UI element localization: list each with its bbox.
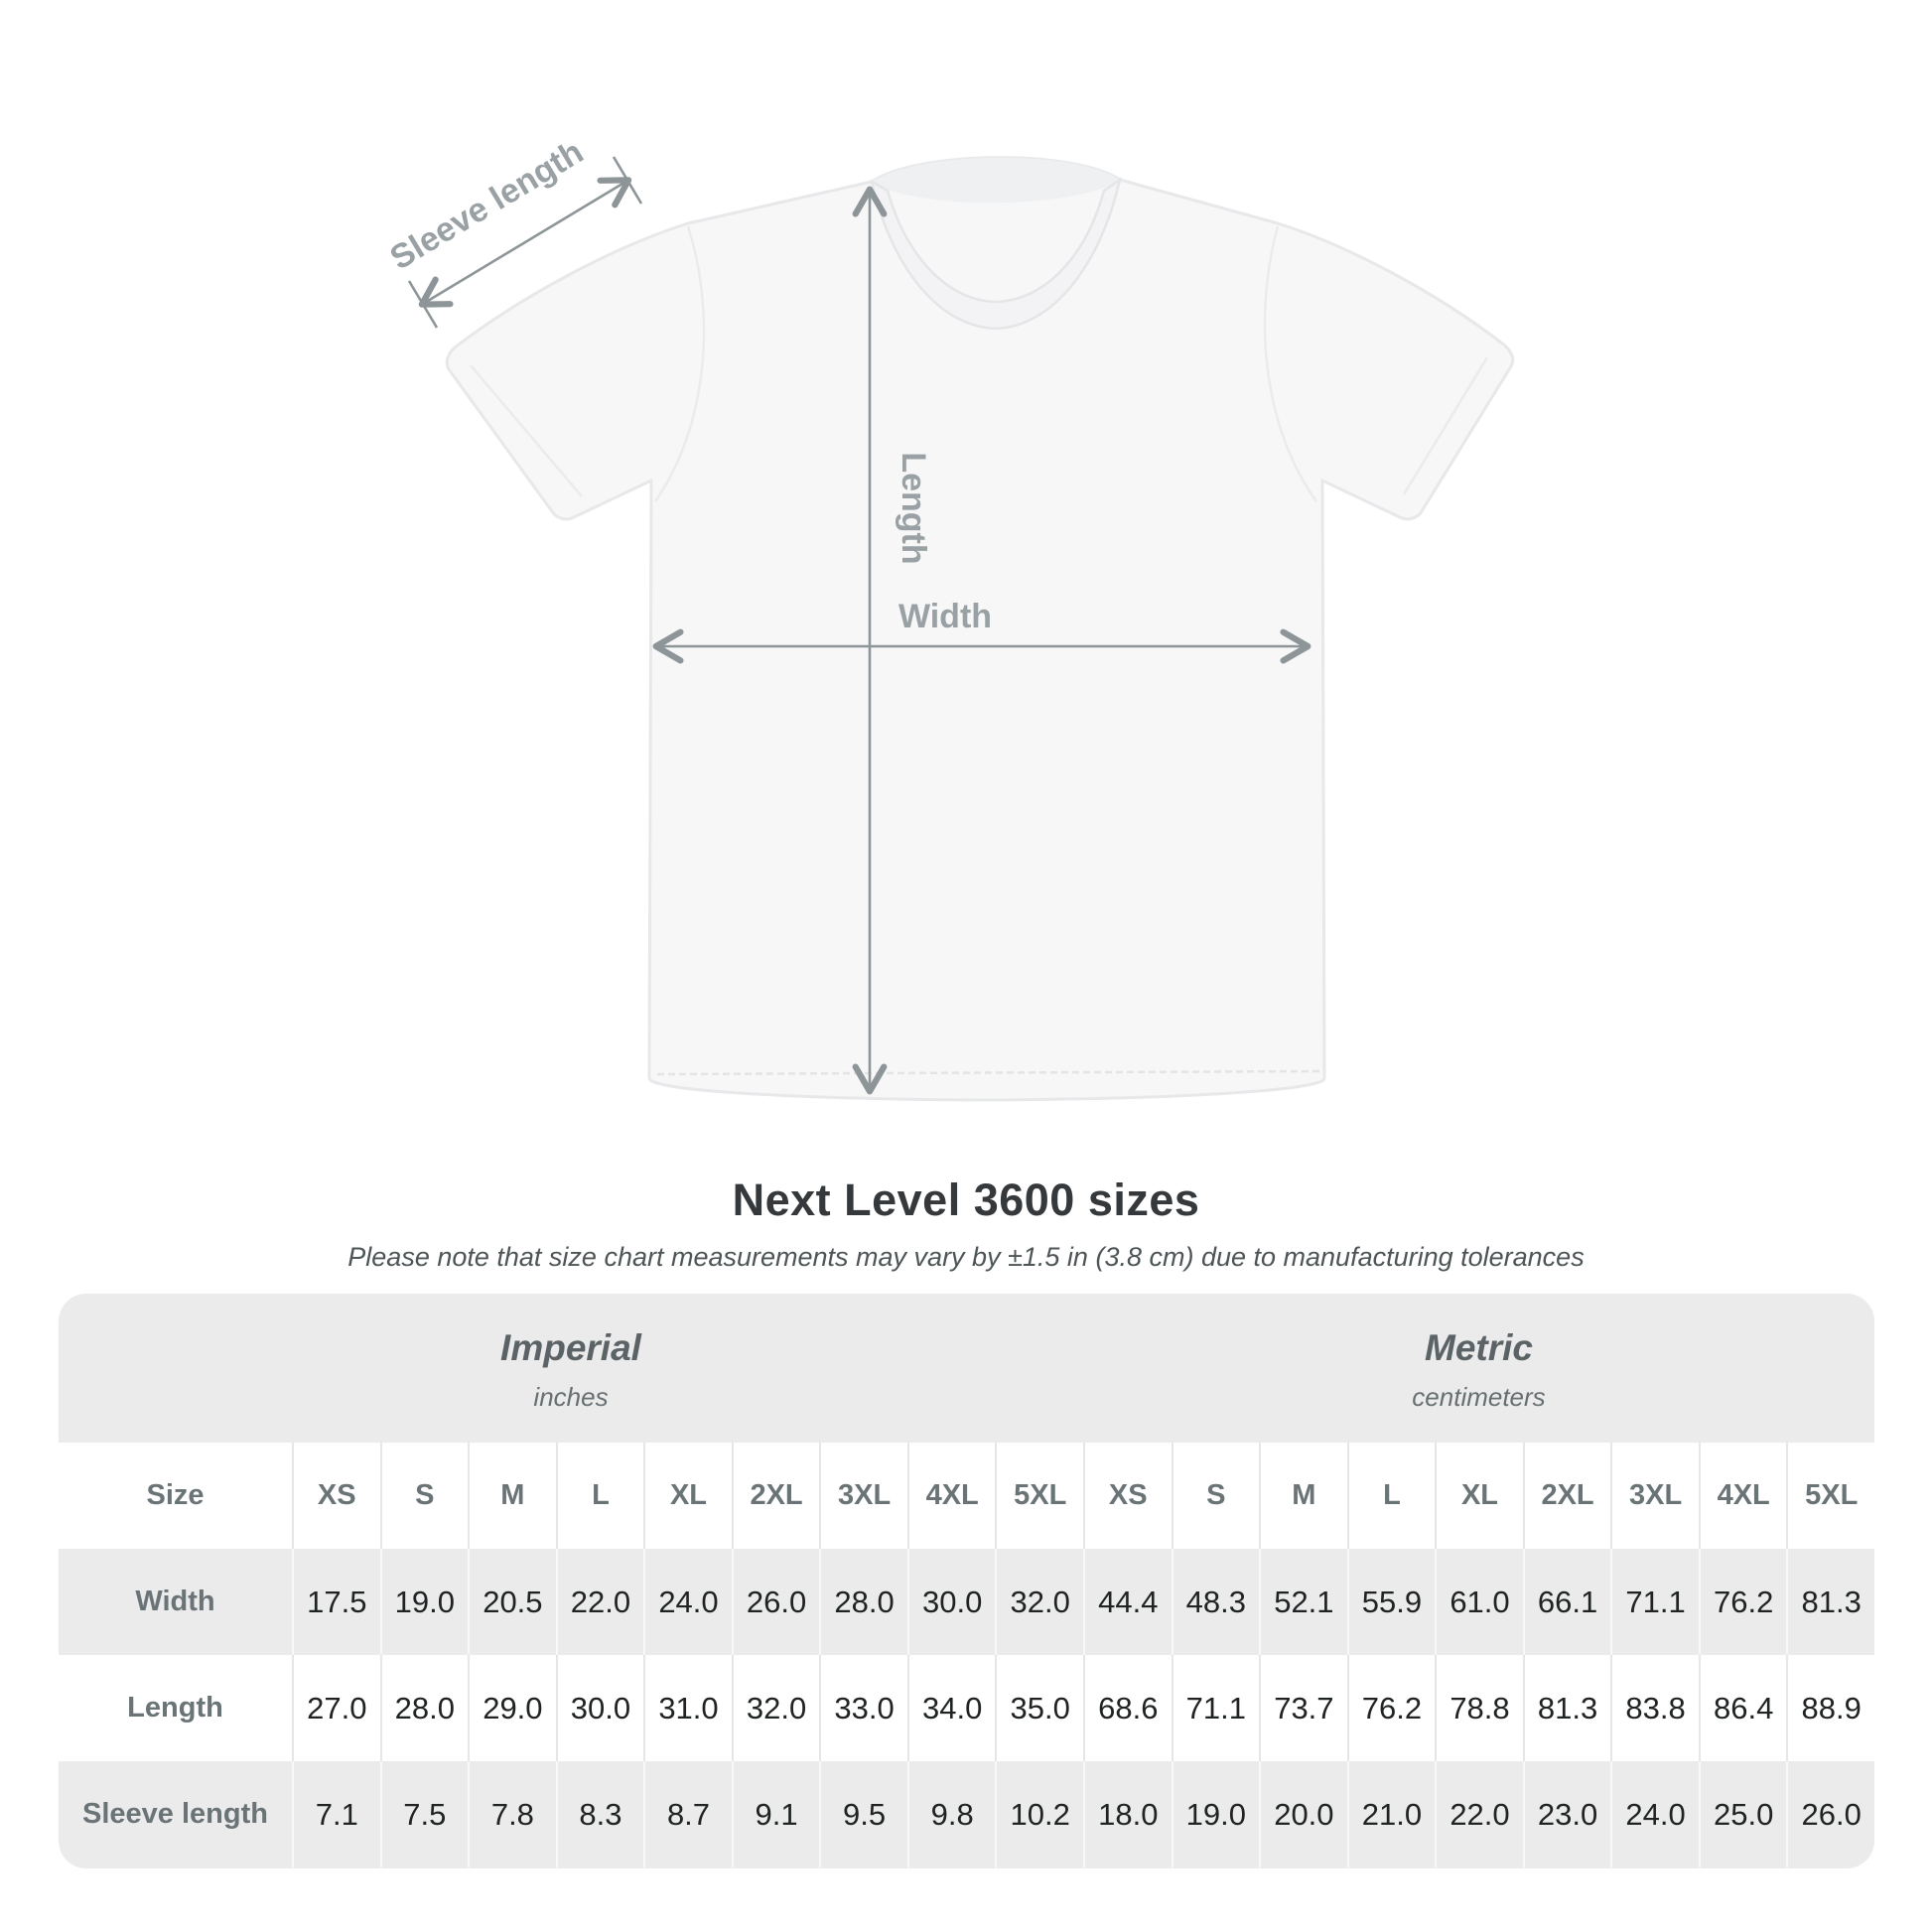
value-cell: 88.9 (1786, 1655, 1874, 1761)
size-cell: 2XL (1522, 1443, 1611, 1549)
value-cell: 18.0 (1083, 1761, 1172, 1867)
unit-section-imperial: Imperial inches (59, 1294, 1083, 1443)
row-label: Length (127, 1692, 223, 1724)
sleeve-length-row: Sleeve length 7.1 7.5 7.8 8.3 8.7 9.1 9.… (59, 1761, 1874, 1867)
width-row: Width 17.5 19.0 20.5 22.0 24.0 26.0 28.0… (59, 1549, 1874, 1655)
value-cell: 9.8 (906, 1761, 996, 1867)
value-cell: 9.5 (819, 1761, 907, 1867)
value-cell: 28.0 (819, 1549, 907, 1655)
size-cell: 3XL (1610, 1443, 1699, 1549)
value-cell: 10.2 (995, 1761, 1083, 1867)
value-cell: 7.8 (468, 1761, 556, 1867)
size-header-cell: Size (146, 1479, 205, 1511)
value-cell: 32.0 (995, 1549, 1083, 1655)
value-cell: 8.3 (555, 1761, 644, 1867)
value-cell: 71.1 (1610, 1549, 1699, 1655)
size-cell: XS (1083, 1443, 1172, 1549)
size-cell: XL (1435, 1443, 1523, 1549)
value-cell: 23.0 (1522, 1761, 1611, 1867)
value-cell: 34.0 (906, 1655, 996, 1761)
value-cell: 22.0 (1435, 1761, 1523, 1867)
value-cell: 71.1 (1171, 1655, 1260, 1761)
value-cell: 32.0 (731, 1655, 820, 1761)
value-cell: 7.5 (379, 1761, 469, 1867)
size-cell: XS (292, 1443, 380, 1549)
value-cell: 68.6 (1083, 1655, 1172, 1761)
size-cell: L (555, 1443, 644, 1549)
tshirt-graphic (445, 156, 1515, 1102)
value-cell: 76.2 (1698, 1549, 1787, 1655)
size-cell: M (1259, 1443, 1347, 1549)
value-cell: 25.0 (1698, 1761, 1787, 1867)
size-cell: 4XL (1698, 1443, 1787, 1549)
size-cell: 3XL (819, 1443, 907, 1549)
value-cell: 24.0 (643, 1549, 732, 1655)
value-cell: 48.3 (1171, 1549, 1260, 1655)
value-cell: 19.0 (379, 1549, 469, 1655)
value-cell: 9.1 (731, 1761, 820, 1867)
value-cell: 33.0 (819, 1655, 907, 1761)
value-cell: 44.4 (1083, 1549, 1172, 1655)
metric-unit: centimeters (1412, 1382, 1546, 1412)
value-cell: 19.0 (1171, 1761, 1260, 1867)
length-label: Length (895, 452, 932, 564)
value-cell: 28.0 (379, 1655, 469, 1761)
value-cell: 31.0 (643, 1655, 732, 1761)
value-cell: 24.0 (1610, 1761, 1699, 1867)
page-title: Next Level 3600 sizes (732, 1174, 1200, 1225)
value-cell: 20.0 (1259, 1761, 1347, 1867)
value-cell: 29.0 (468, 1655, 556, 1761)
value-cell: 83.8 (1610, 1655, 1699, 1761)
size-cell: XL (643, 1443, 732, 1549)
value-cell: 86.4 (1698, 1655, 1787, 1761)
value-cell: 81.3 (1522, 1655, 1611, 1761)
size-cell: 5XL (995, 1443, 1083, 1549)
value-cell: 17.5 (292, 1549, 380, 1655)
size-header-row: Size XS S M L XL 2XL 3XL 4XL 5XL XS S M … (59, 1443, 1874, 1549)
length-row: Length 27.0 28.0 29.0 30.0 31.0 32.0 33.… (59, 1655, 1874, 1761)
imperial-unit: inches (533, 1382, 609, 1412)
value-cell: 22.0 (555, 1549, 644, 1655)
sleeve-length-label: Sleeve length (384, 133, 590, 277)
value-cell: 55.9 (1346, 1549, 1436, 1655)
size-cell: 2XL (731, 1443, 820, 1549)
value-cell: 66.1 (1522, 1549, 1611, 1655)
value-cell: 21.0 (1346, 1761, 1436, 1867)
row-label: Width (135, 1586, 215, 1617)
page-subtitle: Please note that size chart measurements… (347, 1242, 1585, 1272)
value-cell: 7.1 (292, 1761, 380, 1867)
value-cell: 35.0 (995, 1655, 1083, 1761)
imperial-title: Imperial (500, 1327, 641, 1368)
value-cell: 76.2 (1346, 1655, 1436, 1761)
size-cell: 5XL (1786, 1443, 1874, 1549)
value-cell: 8.7 (643, 1761, 732, 1867)
value-cell: 30.0 (906, 1549, 996, 1655)
size-cell: S (1171, 1443, 1260, 1549)
value-cell: 73.7 (1259, 1655, 1347, 1761)
value-cell: 20.5 (468, 1549, 556, 1655)
value-cell: 61.0 (1435, 1549, 1523, 1655)
value-cell: 81.3 (1786, 1549, 1874, 1655)
value-cell: 27.0 (292, 1655, 380, 1761)
unit-section-metric: Metric centimeters (1083, 1294, 1874, 1443)
tshirt-measurement-diagram: Sleeve length Length Width (384, 133, 1515, 1102)
value-cell: 78.8 (1435, 1655, 1523, 1761)
width-label: Width (898, 598, 992, 635)
value-cell: 52.1 (1259, 1549, 1347, 1655)
metric-title: Metric (1425, 1327, 1533, 1368)
sleeve-length-arrow (407, 156, 643, 329)
size-cell: M (468, 1443, 556, 1549)
value-cell: 26.0 (1786, 1761, 1874, 1867)
row-label: Sleeve length (82, 1798, 268, 1830)
unit-header-row: Imperial inches Metric centimeters (59, 1294, 1874, 1443)
size-chart-table: Imperial inches Metric centimeters Size … (59, 1294, 1874, 1868)
value-cell: 26.0 (731, 1549, 820, 1655)
size-cell: 4XL (906, 1443, 996, 1549)
size-cell: L (1346, 1443, 1436, 1549)
size-cell: S (379, 1443, 469, 1549)
value-cell: 30.0 (555, 1655, 644, 1761)
